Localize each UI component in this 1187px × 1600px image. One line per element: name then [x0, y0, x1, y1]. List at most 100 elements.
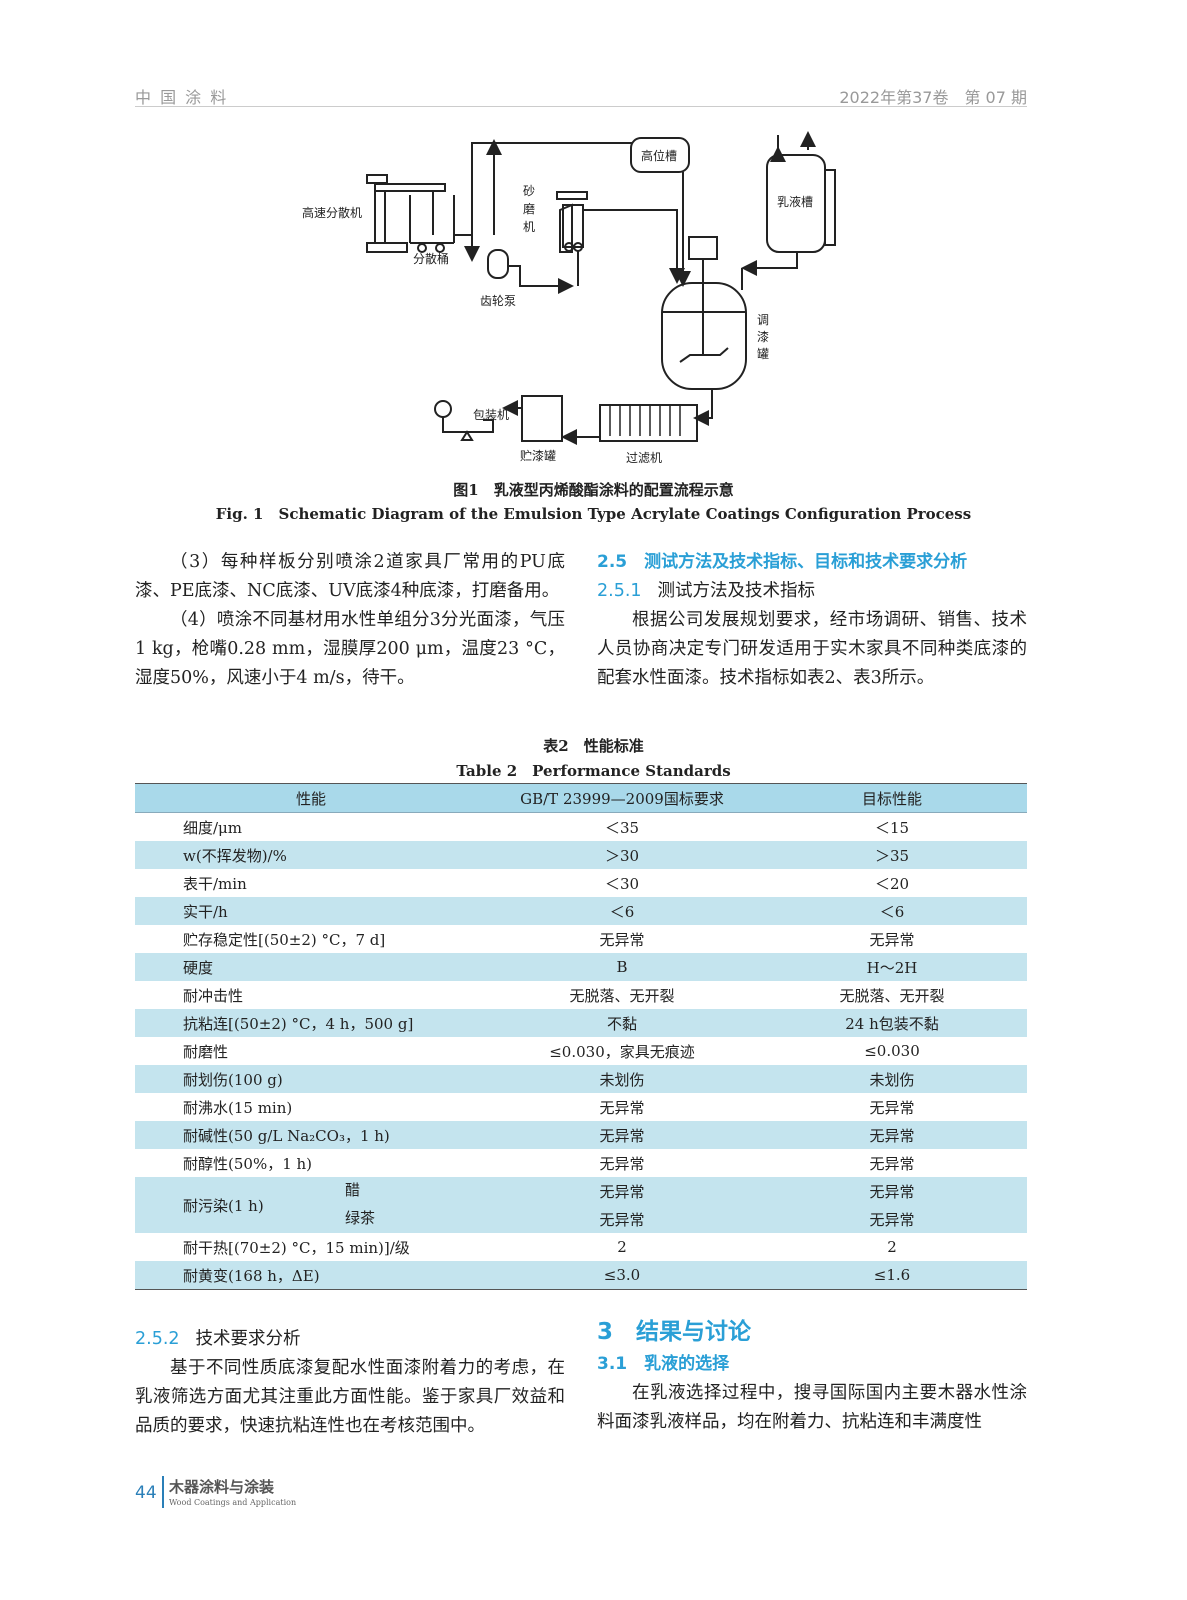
- label-mix-tank-1: 调: [757, 313, 769, 327]
- table-cell: 耐黄变(168 h，ΔE): [135, 1261, 487, 1290]
- sand-mill-shape: [556, 191, 588, 253]
- label-gear-pump: 齿轮泵: [480, 294, 516, 308]
- table-row: 无异常 无异常: [135, 1205, 1027, 1233]
- table-cell: 细度/μm: [183, 818, 243, 837]
- footer-journal-cn: 木器涂料与涂装: [169, 1478, 275, 1496]
- table-cell: 无异常: [487, 1177, 757, 1205]
- footer-rule: [162, 1476, 164, 1508]
- table-cell: B: [487, 953, 757, 981]
- section-heading-2-5-2: 2.5.2 技术要求分析: [135, 1329, 301, 1349]
- table-title-cn: 表2 性能标准: [543, 737, 644, 755]
- section-heading-3: 3 结果与讨论: [597, 1319, 752, 1345]
- table-cell: 表干/min: [183, 874, 247, 893]
- col-header: 性能: [135, 783, 487, 813]
- label-mix-tank-3: 罐: [757, 347, 769, 361]
- table-cell: ＜20: [874, 874, 910, 893]
- table-row: 耐沸水(15 min) 无异常 无异常: [135, 1093, 1027, 1121]
- filter-shape: [599, 404, 698, 442]
- right-column-1: 2.5 测试方法及技术指标、目标和技术要求分析 2.5.1 测试方法及技术指标 根…: [597, 548, 1027, 693]
- table-cell: 无异常: [599, 1098, 645, 1117]
- col-header: 目标性能: [757, 783, 1027, 813]
- table-cell: 无异常: [869, 930, 915, 949]
- table-row: w(不挥发物)/% ＞30 ＞35: [135, 841, 1027, 869]
- table-cell: 无异常: [599, 1154, 645, 1173]
- figure-caption-en: Fig. 1 Schematic Diagram of the Emulsion…: [215, 505, 972, 523]
- label-disperse-bucket: 分散桶: [413, 251, 449, 266]
- table-cell: 无异常: [869, 1154, 915, 1173]
- paragraph: 在乳液选择过程中，搜寻国际国内主要木器水性涂料面漆乳液样品，均在附着力、抗粘连和…: [597, 1383, 1027, 1432]
- label-sand-mill-1: 砂: [523, 184, 535, 198]
- table-cell: 不黏: [487, 1009, 757, 1037]
- section-heading-2-5-1: 2.5.1 测试方法及技术指标: [597, 581, 816, 601]
- journal-name: 中 国 涂 料: [135, 88, 229, 107]
- table-row: 硬度 B H～2H: [135, 953, 1027, 981]
- table-cell: 耐碱性(50 g/L Na₂CO₃，1 h): [135, 1121, 487, 1149]
- table-cell: 无异常: [869, 1098, 915, 1117]
- table-title-en: Table 2 Performance Standards: [456, 762, 731, 780]
- table-cell: 2: [887, 1238, 897, 1256]
- label-filter: 过滤机: [626, 451, 662, 465]
- table-cell: 耐冲击性: [183, 986, 244, 1005]
- paragraph: （4）喷涂不同基材用水性单组分3分光面漆，气压1 kg，枪嘴0.28 mm，湿膜…: [135, 610, 565, 688]
- table-row: 耐碱性(50 g/L Na₂CO₃，1 h) 无异常 无异常: [135, 1121, 1027, 1149]
- section-heading-2-5: 2.5 测试方法及技术指标、目标和技术要求分析: [597, 552, 968, 572]
- table-cell: ＞30: [487, 841, 757, 869]
- table-cell: w(不挥发物)/%: [135, 841, 487, 869]
- paragraph: 基于不同性质底漆复配水性面漆附着力的考虑，在乳液筛选方面尤其注重此方面性能。鉴于…: [135, 1358, 565, 1436]
- header-rule: [135, 106, 1027, 107]
- footer-journal-en: Wood Coatings and Application: [169, 1498, 297, 1507]
- table-cell: ≤0.030，家具无痕迹: [549, 1042, 695, 1061]
- label-mix-tank-2: 漆: [757, 330, 769, 344]
- performance-table: 性能 GB/T 23999—2009国标要求 目标性能 细度/μm ＜35 ＜15 w…: [135, 783, 1027, 1290]
- storage-tank-shape: [521, 395, 563, 442]
- table-cell: 未划伤: [757, 1065, 1027, 1093]
- label-high-tank: 高位槽: [641, 148, 677, 163]
- table-cell: ＜6: [487, 897, 757, 925]
- paragraph: （3）每种样板分别喷涂2道家具厂常用的PU底漆、PE底漆、NC底漆、UV底漆4种…: [135, 552, 565, 601]
- table-cell: 2: [617, 1238, 627, 1256]
- table-cell: 未划伤: [487, 1065, 757, 1093]
- table-cell: 硬度: [135, 953, 487, 981]
- table-row: 耐磨性 ≤0.030，家具无痕迹 ≤0.030: [135, 1037, 1027, 1065]
- figure-caption-cn: 图1 乳液型丙烯酸酯涂料的配置流程示意: [453, 481, 734, 499]
- table-cell: ≤3.0: [487, 1261, 757, 1290]
- table-cell: 无异常: [757, 1177, 1027, 1205]
- table-cell: 无异常: [757, 1121, 1027, 1149]
- table-row: 耐醇性(50%，1 h) 无异常 无异常: [135, 1149, 1027, 1177]
- table-row: 耐污染(1 h) 醋绿茶 无异常 无异常: [135, 1177, 1027, 1233]
- table-cell: 实干/h: [135, 897, 487, 925]
- table-cell: 24 h包装不黏: [757, 1009, 1027, 1037]
- table-cell: ≤0.030: [864, 1042, 920, 1060]
- packer-shape: [434, 400, 452, 418]
- label-sand-mill-3: 机: [523, 220, 535, 234]
- table-cell: 耐干热[(70±2) °C，15 min)]/级: [183, 1238, 410, 1257]
- table-cell: 无异常: [487, 1121, 757, 1149]
- table-cell: ＜30: [604, 874, 640, 893]
- table-cell: ≤1.6: [757, 1261, 1027, 1290]
- table-row: 实干/h ＜6 ＜6: [135, 897, 1027, 925]
- table-cell: ＜15: [874, 818, 910, 837]
- table-row: 抗粘连[(50±2) °C，4 h，500 g] 不黏 24 h包装不黏: [135, 1009, 1027, 1037]
- table-cell: 无脱落、无开裂: [839, 986, 945, 1005]
- table-cell: 耐磨性: [183, 1042, 229, 1061]
- table-row: 细度/μm ＜35 ＜15: [135, 813, 1027, 842]
- left-column-2: 2.5.2 技术要求分析 基于不同性质底漆复配水性面漆附着力的考虑，在乳液筛选方面…: [135, 1325, 565, 1441]
- table-cell: 耐沸水(15 min): [183, 1098, 293, 1117]
- table-row: 贮存稳定性[(50±2) °C，7 d] 无异常 无异常: [135, 925, 1027, 953]
- table-cell: 无脱落、无开裂: [569, 986, 675, 1005]
- table-cell: ＜35: [604, 818, 640, 837]
- table-cell: 无异常: [757, 1205, 1027, 1233]
- page-number: 44: [135, 1483, 157, 1503]
- high-tank-shape: [630, 137, 690, 173]
- disperser-shape: [366, 174, 455, 253]
- sub-label: 醋: [345, 1181, 361, 1199]
- table-row: 耐干热[(70±2) °C，15 min)]/级 2 2: [135, 1233, 1027, 1261]
- table-cell: 贮存稳定性[(50±2) °C，7 d]: [183, 930, 386, 949]
- table-cell: ＞35: [757, 841, 1027, 869]
- section-heading-3-1: 3.1 乳液的选择: [597, 1354, 730, 1374]
- table-cell: 耐醇性(50%，1 h): [183, 1154, 313, 1173]
- table-row: 耐划伤(100 g) 未划伤 未划伤: [135, 1065, 1027, 1093]
- table-row: 表干/min ＜30 ＜20: [135, 869, 1027, 897]
- col-header: GB/T 23999—2009国标要求: [487, 783, 757, 813]
